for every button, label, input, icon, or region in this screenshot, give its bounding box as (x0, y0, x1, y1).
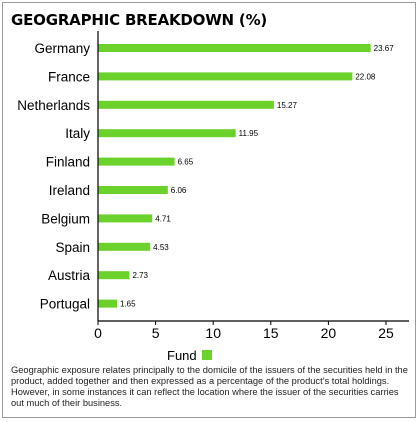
category-label: France (48, 69, 90, 84)
category-label: Portugal (40, 297, 90, 312)
legend-label: Fund (167, 348, 197, 363)
x-tick-label: 20 (321, 325, 337, 341)
data-label: 2.73 (132, 271, 148, 280)
x-tick-label: 5 (152, 325, 160, 341)
x-tick-label: 25 (378, 325, 394, 341)
category-label: Belgium (41, 211, 90, 226)
data-label: 1.65 (120, 300, 136, 309)
data-label: 23.67 (374, 44, 395, 53)
x-tick-label: 15 (263, 325, 279, 341)
category-label: Ireland (49, 183, 90, 198)
category-label: Germany (34, 41, 90, 56)
data-label: 4.71 (155, 214, 171, 223)
data-label: 11.95 (239, 129, 259, 138)
footnote: Geographic exposure relates principally … (11, 365, 408, 408)
bar (98, 299, 118, 308)
bar (98, 129, 236, 138)
bar (98, 44, 371, 52)
bar (98, 157, 175, 166)
category-label: Austria (48, 268, 91, 283)
chart-title: GEOGRAPHIC BREAKDOWN (%) (11, 11, 268, 29)
bar (98, 214, 153, 223)
x-tick-label: 0 (94, 325, 102, 341)
bar (98, 100, 274, 109)
category-label: Spain (55, 240, 90, 255)
data-label: 6.65 (178, 158, 194, 167)
legend-swatch (202, 350, 212, 360)
bar (98, 186, 168, 194)
data-label: 4.53 (153, 243, 169, 252)
bar (98, 271, 130, 280)
category-label: Finland (46, 155, 90, 170)
bar (98, 242, 151, 251)
bar-chart: Germany 23.67 France 22.08 Netherlands 15.27 I… (17, 31, 410, 363)
data-label: 6.06 (171, 186, 187, 195)
category-label: Netherlands (17, 98, 90, 113)
category-label: Italy (65, 126, 90, 141)
chart-card: GEOGRAPHIC BREAKDOWN (%) Germany 23.67 Fra… (2, 2, 416, 418)
bar (98, 72, 353, 81)
data-label: 22.08 (355, 72, 376, 81)
x-tick-label: 10 (205, 325, 221, 341)
data-label: 15.27 (277, 101, 298, 110)
